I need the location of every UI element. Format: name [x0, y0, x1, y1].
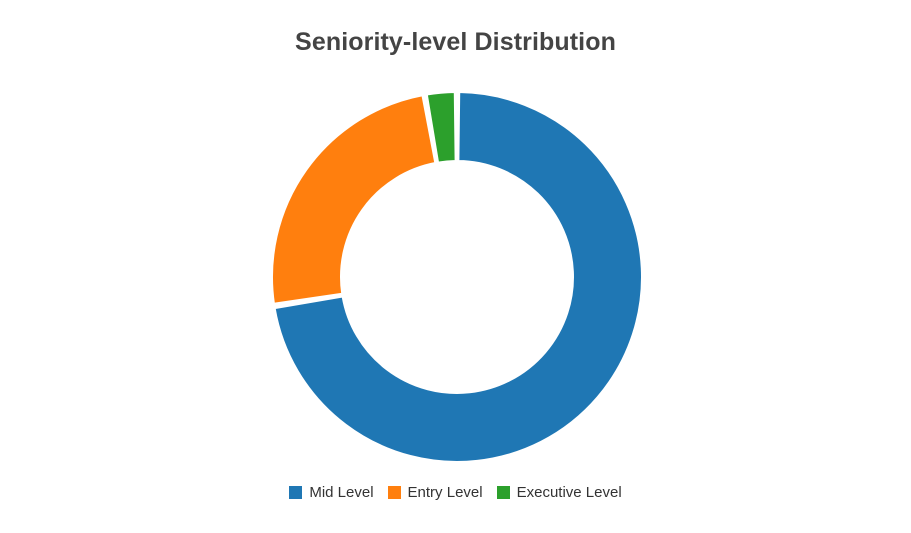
legend-item-mid-level[interactable]: Mid Level [289, 484, 374, 501]
chart-legend: Mid Level Entry Level Executive Level [0, 484, 911, 501]
legend-label: Mid Level [309, 484, 374, 501]
slice-entry-level[interactable] [271, 94, 437, 305]
legend-item-executive-level[interactable]: Executive Level [496, 484, 622, 501]
legend-label: Executive Level [516, 484, 622, 501]
legend-swatch [289, 486, 303, 499]
slice-executive-level[interactable] [425, 91, 457, 164]
legend-swatch [387, 486, 401, 499]
legend-item-entry-level[interactable]: Entry Level [387, 484, 483, 501]
legend-label: Entry Level [407, 484, 483, 501]
legend-swatch [496, 486, 510, 499]
slice-mid-level[interactable] [273, 90, 643, 463]
chart-title: Seniority-level Distribution [295, 28, 616, 56]
donut-slices [271, 90, 643, 463]
